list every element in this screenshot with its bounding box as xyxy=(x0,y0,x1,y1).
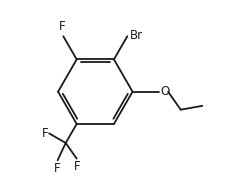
Text: F: F xyxy=(59,20,66,33)
Text: F: F xyxy=(42,127,48,140)
Text: F: F xyxy=(54,162,61,175)
Text: F: F xyxy=(74,160,81,173)
Text: Br: Br xyxy=(130,29,143,42)
Text: O: O xyxy=(161,85,170,98)
